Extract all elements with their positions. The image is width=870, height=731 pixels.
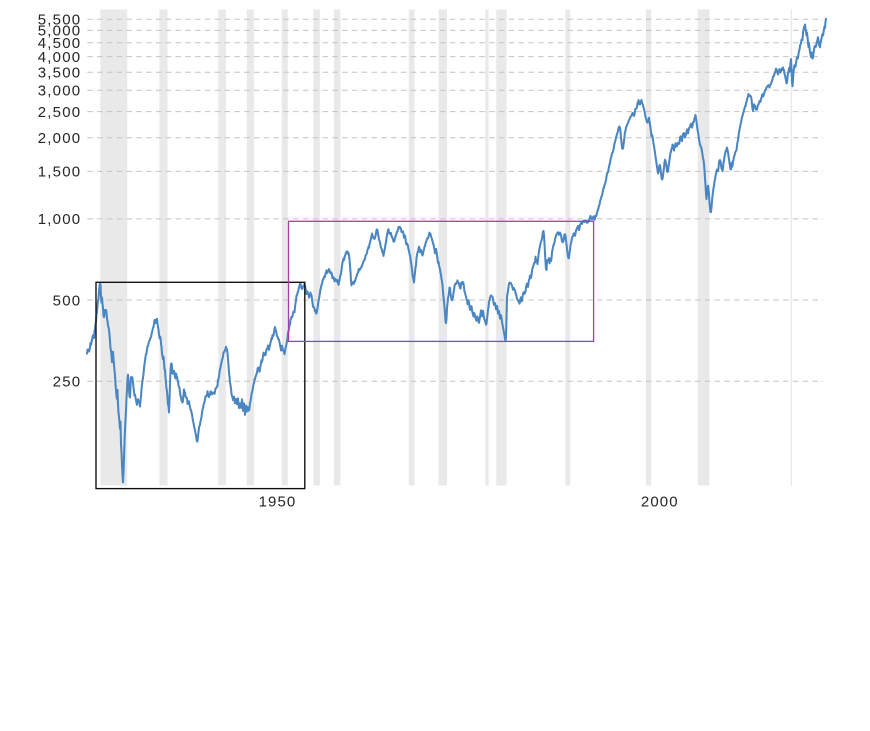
svg-text:2,000: 2,000 — [38, 130, 82, 147]
svg-text:3,500: 3,500 — [38, 65, 82, 82]
svg-text:1,500: 1,500 — [38, 164, 82, 181]
svg-text:1,000: 1,000 — [38, 211, 82, 228]
svg-text:2000: 2000 — [641, 494, 679, 511]
svg-text:5,500: 5,500 — [38, 12, 82, 29]
svg-text:1950: 1950 — [259, 494, 297, 511]
svg-text:4,500: 4,500 — [38, 35, 82, 52]
svg-text:3,000: 3,000 — [38, 83, 82, 100]
svg-text:5,000: 5,000 — [38, 23, 82, 40]
svg-text:4,000: 4,000 — [38, 49, 82, 66]
svg-text:2,500: 2,500 — [38, 104, 82, 121]
svg-text:500: 500 — [53, 292, 82, 309]
svg-text:250: 250 — [53, 374, 82, 391]
